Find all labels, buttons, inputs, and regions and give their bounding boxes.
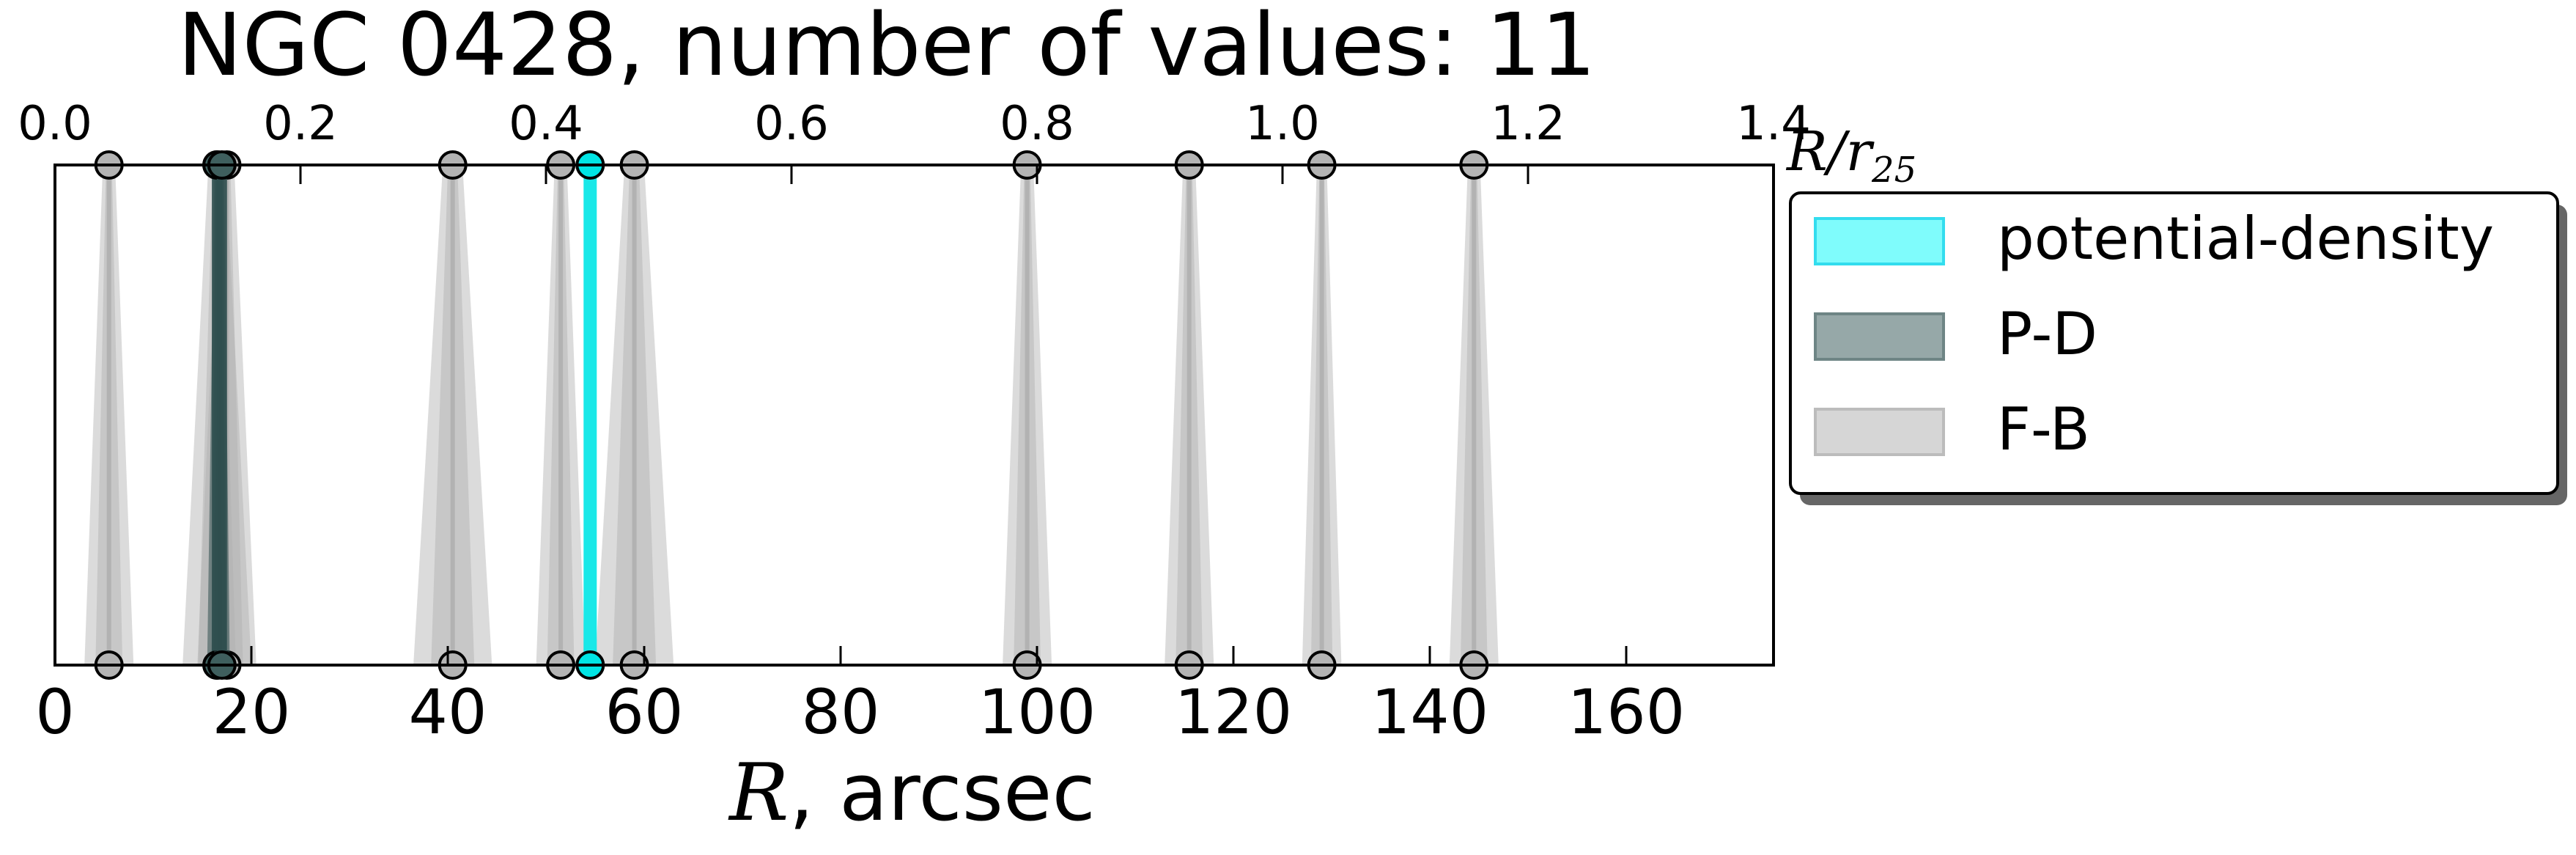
F-B-mark-8 xyxy=(1302,150,1342,680)
F-B-mark-4 xyxy=(536,150,586,680)
x-tick-label-160: 160 xyxy=(1568,676,1685,748)
legend-label-F-B: F-B xyxy=(1997,395,2090,463)
legend: potential-density P-D F-B xyxy=(1789,191,2567,505)
x-tick-label-40: 40 xyxy=(409,676,487,748)
legend-swatch-potential-density xyxy=(1814,217,1945,265)
chart-title: NGC 0428, number of values: 11 xyxy=(177,0,1595,95)
x-tick-label-100: 100 xyxy=(978,676,1096,748)
x2-tick-label-2: 0.4 xyxy=(509,97,583,151)
chart-axes: 0 20 40 60 80 100 120 140 160 0.0 0.2 0.4 0.6 0.8 1.0 1… xyxy=(18,97,1811,748)
x-tick-label-120: 120 xyxy=(1175,676,1292,748)
x2-tick-label-0: 0.0 xyxy=(18,97,92,151)
x2-tick-label-6: 1.2 xyxy=(1491,97,1565,151)
legend-label-potential-density: potential-density xyxy=(1997,205,2494,273)
x-tick-label-80: 80 xyxy=(802,676,880,748)
F-B-mark-7 xyxy=(1165,150,1214,680)
x2-tick-label-7: 1.4 xyxy=(1736,97,1811,151)
legend-swatch-F-B xyxy=(1814,408,1945,456)
F-B-mark-9 xyxy=(1449,150,1499,680)
F-B-mark-3 xyxy=(413,150,492,680)
F-B-mark-5 xyxy=(595,150,674,680)
top-axis-label-subscript: 25 xyxy=(1871,150,1916,191)
x2-tick-label-5: 1.0 xyxy=(1245,97,1320,151)
legend-box xyxy=(1789,191,2559,495)
legend-items: potential-density P-D F-B xyxy=(1814,205,2494,463)
x-tick-label-60: 60 xyxy=(605,676,684,748)
legend-swatch-P-D xyxy=(1814,312,1945,361)
x-tick-label-0: 0 xyxy=(35,676,74,748)
x2-tick-label-3: 0.6 xyxy=(754,97,829,151)
x-axis-label-symbol: R xyxy=(728,747,789,839)
x2-tick-label-1: 0.2 xyxy=(263,97,338,151)
x-tick-label-20: 20 xyxy=(213,676,291,748)
x2-tick-label-4: 0.8 xyxy=(1000,97,1074,151)
x-axis-label: R, arcsec xyxy=(728,747,1096,839)
chart-marks xyxy=(84,150,1499,680)
x-tick-label-140: 140 xyxy=(1371,676,1488,748)
legend-label-P-D: P-D xyxy=(1997,300,2097,368)
potential-density-band xyxy=(583,165,597,665)
P-D-mark-1 xyxy=(207,150,237,680)
x-axis-label-unit: , arcsec xyxy=(789,747,1095,839)
F-B-mark-6 xyxy=(1003,150,1052,680)
top-axis-label-main: R/r xyxy=(1785,120,1875,183)
F-B-mark-0 xyxy=(84,150,134,680)
plot-frame xyxy=(53,164,1775,667)
top-axis-label: R/r25 xyxy=(1785,120,1916,191)
